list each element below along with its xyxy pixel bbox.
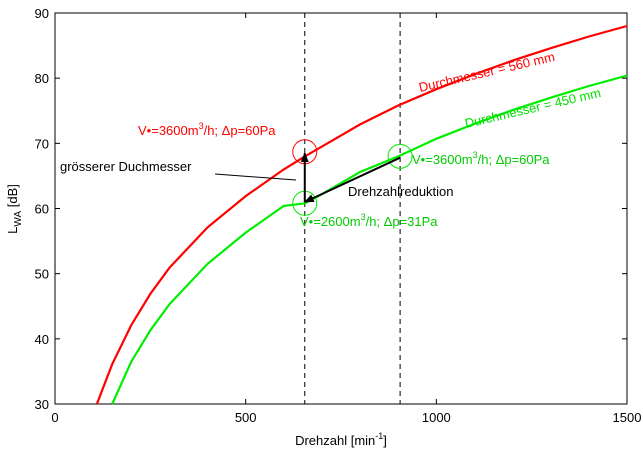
label-bigger-diameter: grösserer Duchmesser (60, 159, 192, 174)
y-tick-label-4: 70 (35, 136, 49, 151)
y-tick-label-3: 60 (35, 202, 49, 217)
label-speed-reduction: Drehzahlreduktion (348, 184, 454, 199)
label-red-operating-point: V•=3600m3/h; Δp=60Pa (138, 121, 276, 138)
label-bigger-diameter-bg (58, 158, 218, 175)
arrows (300, 152, 401, 203)
operating-point-2 (387, 143, 413, 169)
label-green-left-operating-point: V•=2600m3/h; Δp=31Pa (300, 212, 438, 229)
x-tick-label-2: 1000 (422, 410, 451, 425)
plot-area (54, 12, 628, 405)
y-tick-label-1: 40 (35, 332, 49, 347)
x-tick-label-1: 500 (235, 410, 257, 425)
arrow-0 (303, 156, 401, 203)
x-tick-label-0: 0 (51, 410, 58, 425)
x-axis-label: Drehzahl [min-1] (295, 431, 387, 448)
y-tick-label-0: 30 (35, 397, 49, 412)
y-tick-label-2: 50 (35, 267, 49, 282)
y-tick-label-5: 80 (35, 71, 49, 86)
reference-lines (304, 13, 401, 404)
y-axis-label: LWA [dB] (5, 184, 24, 234)
series-line-0 (95, 24, 628, 405)
axis-ticks: 0 500 1000 1500 30 40 50 60 70 80 90 (35, 6, 642, 425)
y-tick-label-6: 90 (35, 6, 49, 21)
label-green-right-operating-point: V•=3600m3/h; Δp=60Pa (412, 150, 550, 167)
x-tick-label-3: 1500 (613, 410, 642, 425)
leader-line-bigger-diameter (214, 173, 297, 181)
